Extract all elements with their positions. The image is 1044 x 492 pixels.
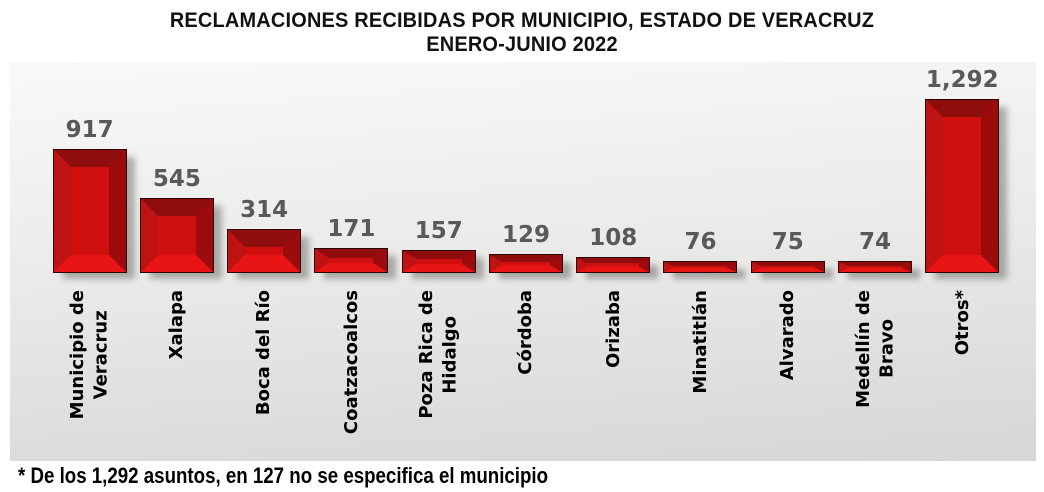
bar bbox=[751, 262, 824, 272]
x-axis-label-cell: Poza Rica de Hidalgo bbox=[395, 272, 482, 461]
x-axis-label: Municipio de Veracruz bbox=[67, 290, 112, 420]
bar-column: 314 bbox=[221, 197, 308, 272]
x-axis-label-cell: Alvarado bbox=[744, 272, 831, 461]
plot-area: 917 545 314 171 157 129 108 76 75 74 1,292 Municip… bbox=[10, 62, 1036, 461]
x-axis-label-cell: Xalapa bbox=[133, 272, 220, 461]
bar-value-label: 1,292 bbox=[925, 67, 999, 93]
x-axis-label-cell: Medellín de Bravo bbox=[831, 272, 918, 461]
bar-column: 75 bbox=[744, 229, 831, 272]
bars-row: 917 545 314 171 157 129 108 76 75 74 1,292 bbox=[10, 62, 1036, 272]
x-axis-label: Otros* bbox=[951, 290, 973, 356]
bar-column: 171 bbox=[308, 216, 395, 272]
bar-column: 545 bbox=[133, 166, 220, 272]
x-axis-label: Medellín de Bravo bbox=[852, 290, 898, 408]
chart-title-line2: ENERO-JUNIO 2022 bbox=[426, 33, 618, 56]
x-axis-label-cell: Minatitlán bbox=[657, 272, 744, 461]
bar bbox=[53, 150, 126, 272]
x-axis-label: Xalapa bbox=[166, 290, 188, 360]
x-axis-label: Minatitlán bbox=[689, 290, 711, 394]
x-axis-label: Alvarado bbox=[777, 290, 799, 381]
bar-value-label: 314 bbox=[240, 197, 289, 223]
bar bbox=[315, 249, 388, 272]
x-axis-label: Boca del Río bbox=[253, 290, 275, 416]
bar bbox=[140, 199, 213, 272]
chart-title: RECLAMACIONES RECIBIDAS POR MUNICIPIO, E… bbox=[0, 9, 1044, 57]
bar-column: 76 bbox=[657, 229, 744, 272]
bar-value-label: 129 bbox=[501, 222, 550, 248]
x-axis-label-cell: Orizaba bbox=[570, 272, 657, 461]
footnote: * De los 1,292 asuntos, en 127 no se esp… bbox=[18, 463, 549, 488]
bar-value-label: 76 bbox=[684, 229, 717, 255]
bar-column: 129 bbox=[482, 222, 569, 272]
bar bbox=[926, 100, 999, 272]
x-axis-label: Orizaba bbox=[602, 290, 624, 369]
x-axis-label: Coatzacoalcos bbox=[340, 290, 362, 435]
bar bbox=[839, 262, 912, 272]
bar-column: 108 bbox=[570, 225, 657, 272]
bar bbox=[402, 251, 475, 272]
bar-value-label: 917 bbox=[65, 117, 114, 143]
x-axis-label-cell: Córdoba bbox=[482, 272, 569, 461]
chart-title-line1: RECLAMACIONES RECIBIDAS POR MUNICIPIO, E… bbox=[169, 9, 875, 32]
bar-value-label: 75 bbox=[771, 229, 804, 255]
bar-value-label: 171 bbox=[327, 216, 376, 242]
bar bbox=[228, 230, 301, 272]
x-axis-label: Córdoba bbox=[515, 290, 537, 375]
x-axis-label: Poza Rica de Hidalgo bbox=[416, 290, 461, 419]
bar-column: 917 bbox=[46, 117, 133, 272]
x-axis-labels-row: Municipio de Veracruz Xalapa Boca del Río Co… bbox=[10, 272, 1036, 461]
bar-value-label: 545 bbox=[152, 166, 201, 192]
bar-column: 157 bbox=[395, 218, 482, 272]
x-axis-label-cell: Municipio de Veracruz bbox=[46, 272, 133, 461]
bar-value-label: 74 bbox=[859, 229, 892, 255]
bar-value-label: 157 bbox=[414, 218, 463, 244]
bar bbox=[664, 262, 737, 272]
x-axis-label-cell: Otros* bbox=[919, 272, 1006, 461]
x-axis-label-cell: Boca del Río bbox=[221, 272, 308, 461]
bar bbox=[489, 255, 562, 272]
x-axis-label-cell: Coatzacoalcos bbox=[308, 272, 395, 461]
bar-value-label: 108 bbox=[589, 225, 638, 251]
bar-column: 74 bbox=[831, 229, 918, 272]
bar bbox=[577, 258, 650, 272]
bar-column: 1,292 bbox=[919, 67, 1006, 272]
